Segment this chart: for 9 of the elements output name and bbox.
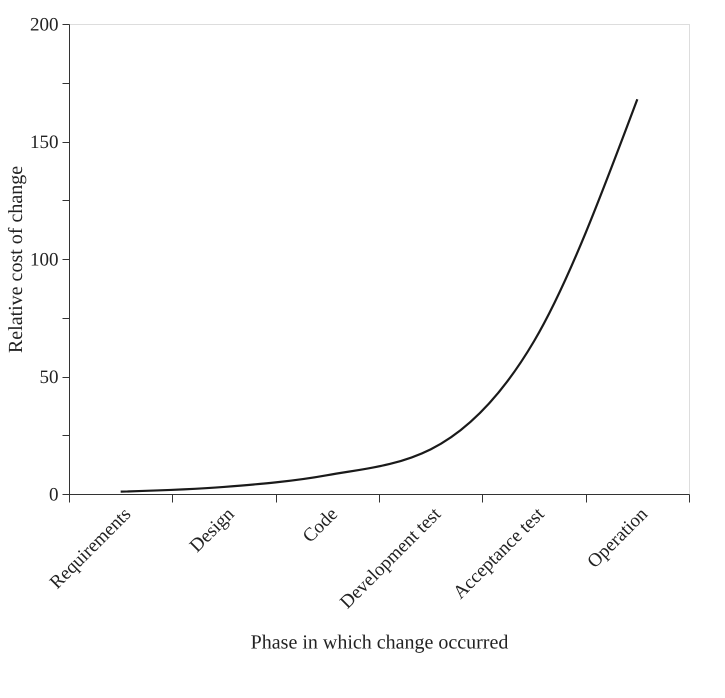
y-tick-label: 150 (30, 132, 58, 153)
y-axis-title: Relative cost of change (5, 166, 27, 354)
line-series (120, 98, 638, 493)
x-tick-label: Code (298, 504, 342, 548)
y-tick-label: 200 (30, 14, 58, 36)
y-tick-label: 0 (49, 484, 58, 506)
y-tick-label: 100 (30, 250, 58, 270)
x-axis-title: Phase in which change occurred (250, 631, 508, 654)
y-tick-label: 50 (40, 367, 58, 388)
